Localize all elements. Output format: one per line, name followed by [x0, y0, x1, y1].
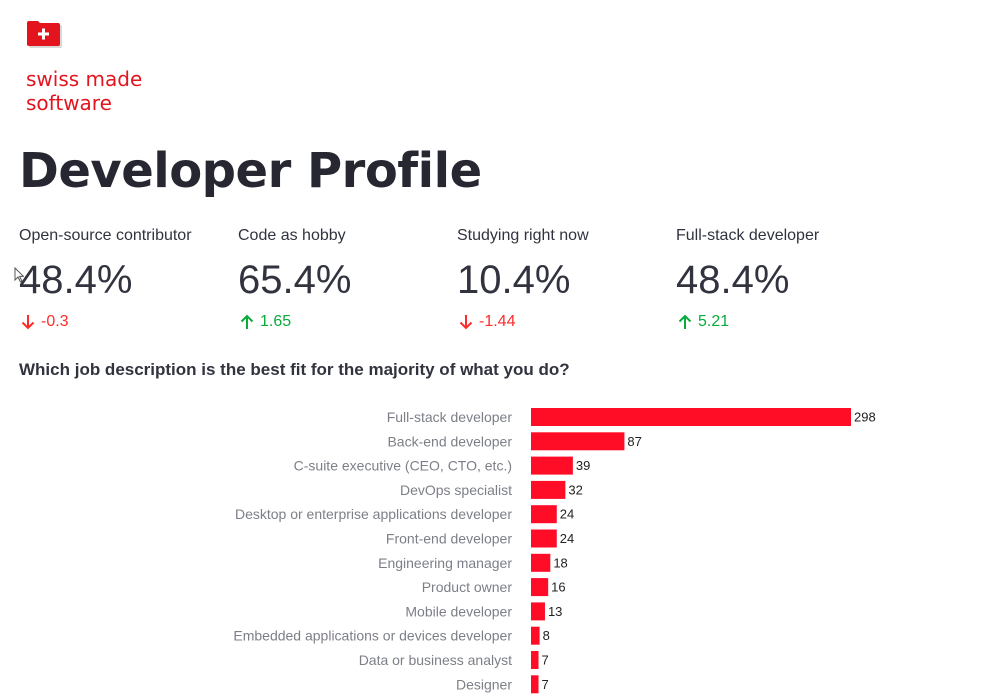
bar [531, 651, 539, 669]
bar-value-label: 24 [560, 507, 574, 522]
metric-delta-value: -1.44 [479, 313, 516, 330]
logo-line-2: software [26, 91, 112, 115]
bar [531, 602, 545, 621]
metric-label: Open-source contributor [19, 227, 192, 244]
logo-wordmark: swiss made software [26, 67, 142, 115]
metric-delta: 5.21 [678, 312, 729, 332]
bar-value-label: 298 [854, 410, 876, 425]
metric-delta: -0.3 [21, 312, 69, 332]
bar-category-label: Engineering manager [378, 555, 512, 571]
bar-category-label: Embedded applications or devices develop… [233, 628, 512, 644]
metric-delta-value: 1.65 [260, 313, 292, 330]
bar-category-label: Full-stack developer [387, 409, 513, 425]
bar-value-label: 7 [542, 653, 549, 668]
bar [531, 408, 851, 426]
bar-value-label: 18 [553, 555, 567, 570]
bar-category-label: Desktop or enterprise applications devel… [235, 506, 512, 522]
metric-studying-right-now: Studying right now 10.4% -1.44 [457, 226, 672, 336]
bar-value-label: 24 [560, 531, 574, 546]
bar-value-label: 32 [568, 482, 582, 497]
bar-category-label: C-suite executive (CEO, CTO, etc.) [294, 458, 512, 474]
metric-label: Full-stack developer [676, 227, 820, 244]
metric-delta: 1.65 [240, 312, 291, 332]
metric-delta-value: 5.21 [698, 313, 730, 330]
metric-value: 10.4% [457, 258, 571, 302]
logo-line-1: swiss made [26, 67, 143, 91]
metric-value: 48.4% [676, 258, 790, 302]
bar-value-label: 8 [543, 628, 550, 643]
arrow-up-icon [678, 314, 692, 329]
swiss-made-software-logo: swiss made software [26, 20, 166, 120]
bar-category-label: Product owner [422, 579, 513, 595]
chart-question-heading: Which job description is the best fit fo… [19, 360, 570, 379]
arrow-up-icon [240, 314, 254, 329]
page-title: Developer Profile [19, 143, 482, 199]
bar-category-label: Back-end developer [387, 433, 512, 449]
bar-value-label: 16 [551, 580, 565, 595]
bar-value-label: 13 [548, 604, 562, 619]
metric-delta-value: -0.3 [41, 313, 69, 330]
bar [531, 456, 573, 475]
metrics-row: Open-source contributor 48.4% -0.3 Code … [19, 226, 899, 336]
metric-label: Code as hobby [238, 227, 346, 244]
mouse-cursor-icon [14, 267, 24, 283]
bar [531, 529, 557, 548]
metric-open-source-contributor: Open-source contributor 48.4% -0.3 [19, 226, 234, 336]
job-description-bar-chart: Full-stack developer 298 Back-end develope… [0, 400, 1000, 697]
bar [531, 480, 566, 499]
bar [531, 578, 549, 597]
bar-category-label: Data or business analyst [359, 652, 512, 668]
bar-category-label: Front-end developer [386, 531, 512, 547]
metric-code-as-hobby: Code as hobby 65.4% 1.65 [238, 226, 453, 336]
arrow-down-icon [21, 315, 35, 330]
bar-value-label: 7 [542, 677, 549, 692]
metric-value: 48.4% [19, 258, 133, 302]
bar [531, 553, 551, 572]
bar-category-label: Designer [456, 676, 512, 692]
bar [531, 675, 539, 694]
metric-delta: -1.44 [459, 312, 515, 332]
bar [531, 626, 540, 645]
arrow-down-icon [459, 315, 473, 330]
bar [531, 432, 625, 451]
metric-full-stack-developer: Full-stack developer 48.4% 5.21 [676, 226, 891, 336]
bar-category-label: DevOps specialist [400, 482, 512, 498]
bar-value-label: 87 [627, 434, 641, 449]
metric-label: Studying right now [457, 227, 589, 244]
metric-value: 65.4% [238, 258, 352, 302]
bar-chart-svg: Full-stack developer 298 Back-end develope… [233, 408, 876, 694]
plus-box-icon [27, 21, 62, 48]
bar [531, 505, 557, 524]
bar-category-label: Mobile developer [405, 603, 512, 619]
bar-value-label: 39 [576, 458, 590, 473]
